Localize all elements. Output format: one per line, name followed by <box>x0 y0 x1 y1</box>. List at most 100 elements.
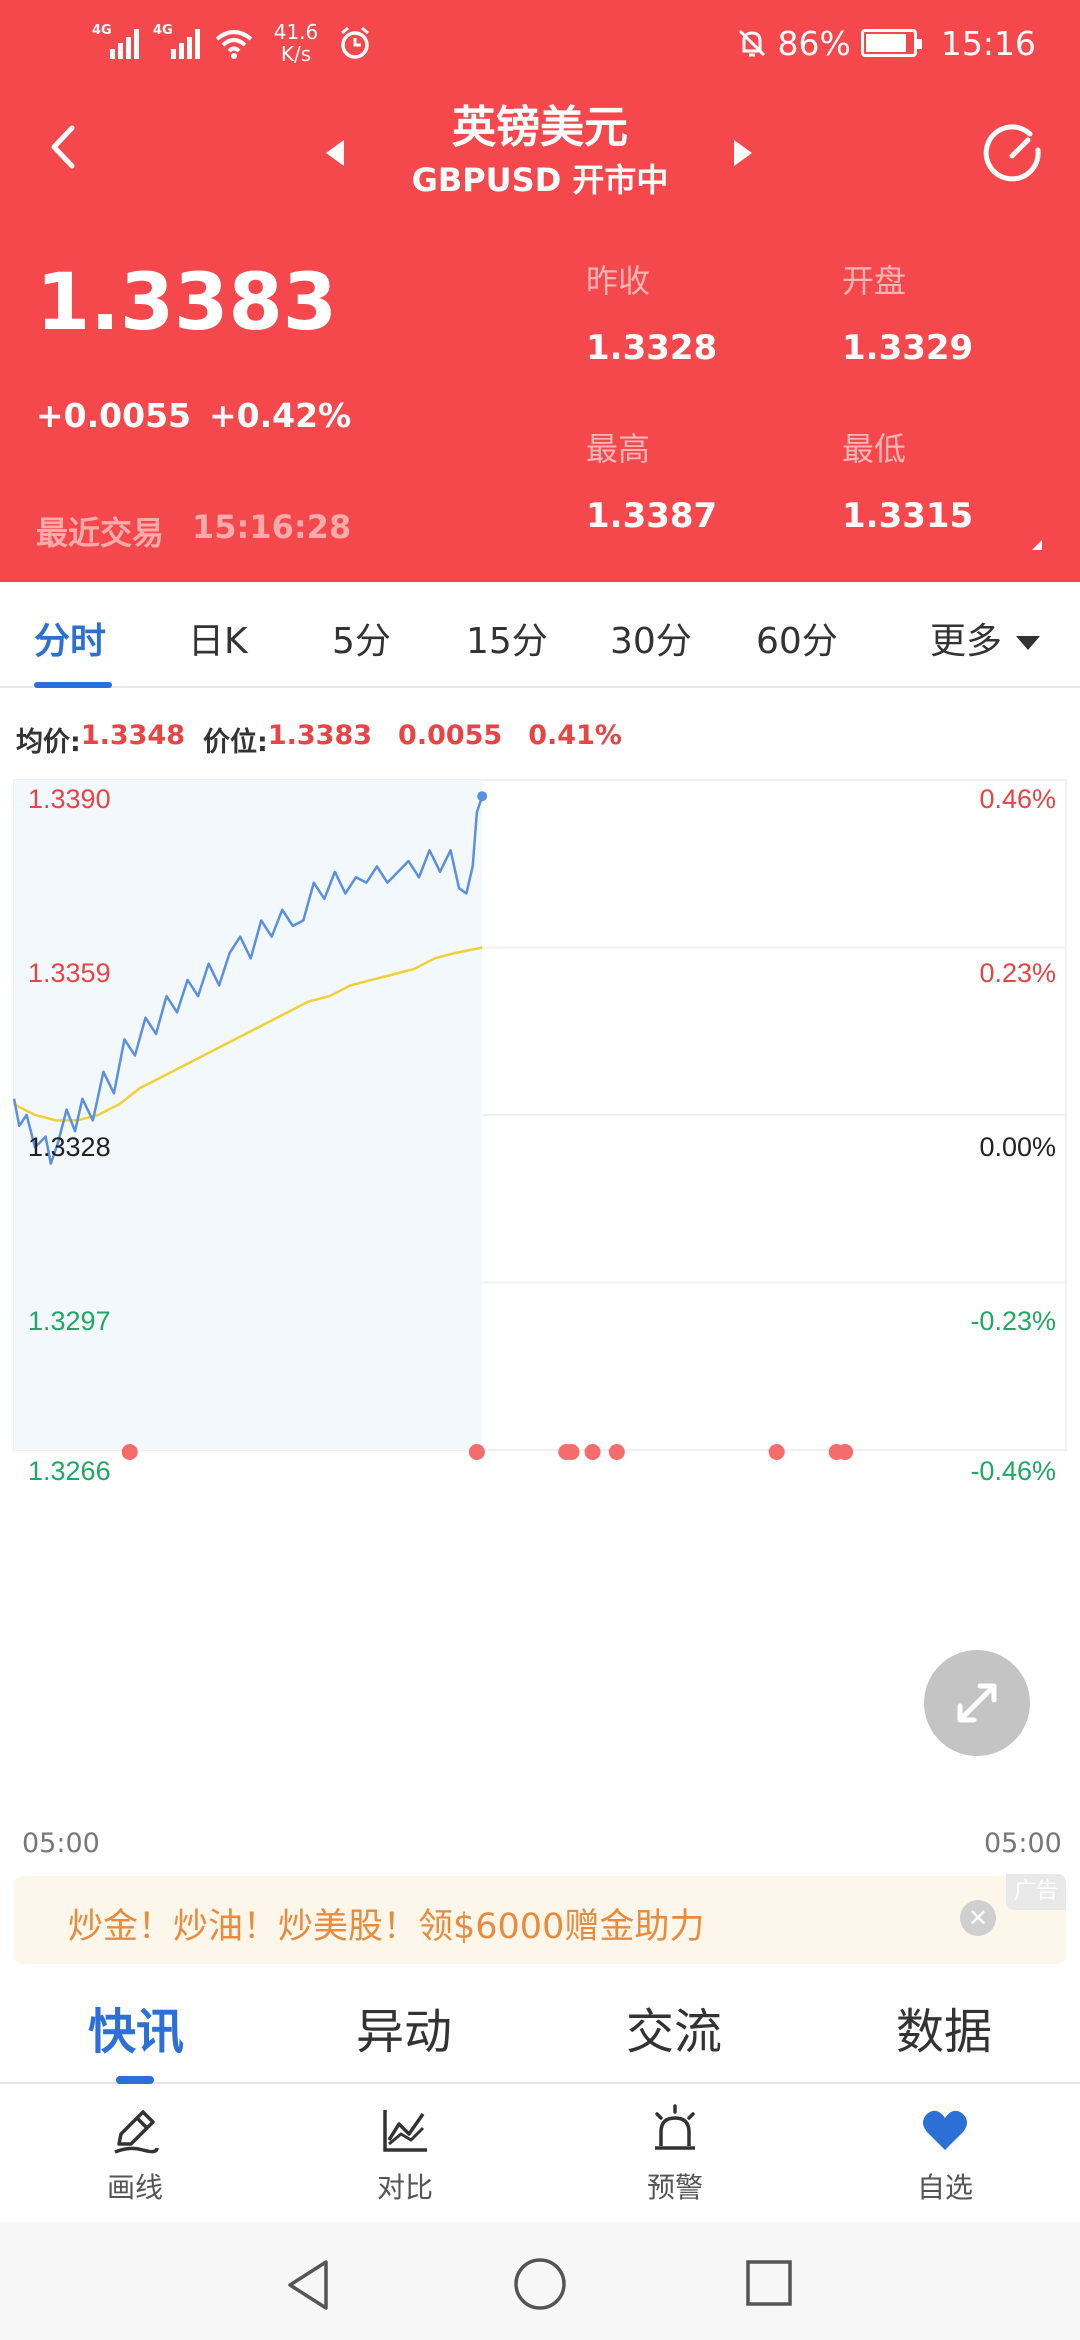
price-value: 1.3383 <box>267 720 373 751</box>
x-tick-end: 05:00 <box>984 1828 1062 1859</box>
symbol-status: GBPUSD 开市中 <box>411 161 669 199</box>
toolbar-label: 预警 <box>646 2171 703 2204</box>
avg-value: 1.3348 <box>80 720 186 751</box>
network-type: 4G <box>153 23 173 38</box>
event-marker <box>563 1444 580 1460</box>
back-arrow-icon[interactable] <box>30 112 100 182</box>
previous-symbol-icon[interactable] <box>326 140 344 166</box>
heart-icon <box>923 2110 967 2150</box>
event-marker <box>837 1444 854 1460</box>
compare-button[interactable]: 对比 <box>325 2104 485 2206</box>
current-price: 1.3383 <box>36 258 337 348</box>
price-label: 价位: <box>203 727 268 758</box>
chart-info-line: 均价: 1.3348 价位: 1.3383 0.0055 0.41% <box>16 720 622 759</box>
signal-icon: 4G <box>92 23 139 59</box>
draw-line-button[interactable]: 画线 <box>55 2104 215 2206</box>
status-bar: 4G 4G 41.6 K/s <box>0 0 1080 84</box>
ad-banner[interactable]: 炒金！炒油！炒美股！领$6000赠金助力 ✕ 广告 <box>14 1874 1066 1964</box>
low-label: 最低 <box>842 430 907 468</box>
close-icon[interactable]: ✕ <box>960 1900 996 1936</box>
network-speed: 41.6 K/s <box>273 20 319 66</box>
tab-news[interactable]: 快讯 <box>87 2004 184 2060</box>
info-change: 0.0055 <box>398 720 503 751</box>
signal-icon: 4G <box>153 23 200 59</box>
intraday-chart[interactable]: 1.3390 1.3359 1.3328 1.3297 1.3266 0.46%… <box>0 770 1080 1860</box>
low-value: 1.3315 <box>842 496 974 536</box>
tab-more[interactable]: 更多 <box>930 612 1041 664</box>
toolbar-label: 自选 <box>916 2171 973 2204</box>
info-percent: 0.41% <box>528 720 622 751</box>
tab-movement[interactable]: 异动 <box>355 2004 452 2060</box>
x-tick-start: 05:00 <box>22 1828 100 1859</box>
tab-data[interactable]: 数据 <box>895 2004 992 2060</box>
high-label: 最高 <box>586 430 651 468</box>
alarm-clock-icon <box>341 26 369 59</box>
expand-stats-icon[interactable] <box>1032 540 1042 550</box>
y-tick-right: -0.23% <box>970 1306 1056 1336</box>
next-symbol-icon[interactable] <box>734 140 752 166</box>
event-marker <box>584 1444 601 1460</box>
favorite-button[interactable]: 自选 <box>865 2104 1025 2206</box>
current-price-point <box>477 791 488 802</box>
active-tab-indicator <box>34 682 112 688</box>
event-marker <box>468 1444 485 1460</box>
price-line <box>12 795 484 1165</box>
avg-label: 均价: <box>16 727 81 758</box>
y-tick-left: 1.3297 <box>28 1306 111 1336</box>
tab-daily-k[interactable]: 日K <box>188 621 248 662</box>
network-type: 4G <box>92 23 112 38</box>
quote-header: 4G 4G 41.6 K/s <box>0 0 1080 582</box>
alert-button[interactable]: 预警 <box>595 2104 755 2206</box>
refresh-icon[interactable] <box>982 122 1046 186</box>
event-marker <box>121 1444 138 1460</box>
last-trade-label: 最近交易 <box>36 514 165 552</box>
open-value: 1.3329 <box>842 328 974 368</box>
toolbar-label: 画线 <box>106 2171 163 2204</box>
y-tick-left: 1.3328 <box>28 1132 111 1162</box>
open-label: 开盘 <box>842 262 907 300</box>
active-tab-indicator <box>116 2076 154 2084</box>
clock-time: 15:16 <box>940 23 1036 63</box>
recents-nav-icon[interactable] <box>744 2258 794 2308</box>
content-tabs: 快讯 异动 交流 数据 <box>0 1980 1080 2084</box>
change-percent: +0.42% <box>209 396 352 435</box>
price-area-fill <box>14 780 483 1450</box>
tab-intraday[interactable]: 分时 <box>34 621 107 662</box>
page-title: 英镑美元 <box>452 102 628 153</box>
prev-close-label: 昨收 <box>586 262 651 300</box>
home-nav-icon[interactable] <box>512 2256 568 2312</box>
y-tick-right: -0.46% <box>970 1456 1056 1486</box>
tab-5min[interactable]: 5分 <box>332 621 391 662</box>
tab-60min[interactable]: 60分 <box>756 621 838 662</box>
symbol-title-block: 英镑美元 GBPUSD 开市中 <box>300 98 780 202</box>
last-trade-time: 15:16:28 <box>192 508 352 546</box>
tab-discussion[interactable]: 交流 <box>625 2004 722 2060</box>
change-value: +0.0055 <box>36 396 191 435</box>
last-trade: 最近交易 15:16:28 <box>36 508 351 554</box>
tab-more-label: 更多 <box>930 621 1003 662</box>
nav-bar: 英镑美元 GBPUSD 开市中 <box>0 90 1080 220</box>
tab-15min[interactable]: 15分 <box>466 621 548 662</box>
bell-mute-icon <box>738 29 765 57</box>
compare-chart-icon <box>383 2110 427 2152</box>
ad-text: 炒金！炒油！炒美股！领$6000赠金助力 <box>68 1907 705 1947</box>
y-tick-left: 1.3390 <box>28 784 111 814</box>
battery-icon <box>860 29 922 57</box>
chart-canvas <box>12 779 1067 1460</box>
alarm-icon <box>655 2104 695 2150</box>
toolbar-label: 对比 <box>376 2171 433 2204</box>
wifi-icon <box>215 30 253 59</box>
high-value: 1.3387 <box>586 496 718 536</box>
tab-30min[interactable]: 30分 <box>610 621 692 662</box>
fullscreen-button[interactable] <box>924 1650 1030 1756</box>
y-tick-right: 0.46% <box>979 784 1056 814</box>
ad-tag: 广告 <box>1006 1874 1066 1910</box>
battery-percent: 86% <box>777 23 851 63</box>
back-nav-icon[interactable] <box>284 2258 332 2312</box>
price-change: +0.0055 +0.42% <box>36 396 351 435</box>
system-nav-bar <box>0 2222 1080 2340</box>
y-tick-left: 1.3266 <box>28 1456 111 1486</box>
event-marker <box>608 1444 625 1460</box>
dropdown-arrow-icon <box>1016 636 1041 650</box>
period-tabs: 分时 日K 5分 15分 30分 60分 更多 <box>0 582 1080 688</box>
